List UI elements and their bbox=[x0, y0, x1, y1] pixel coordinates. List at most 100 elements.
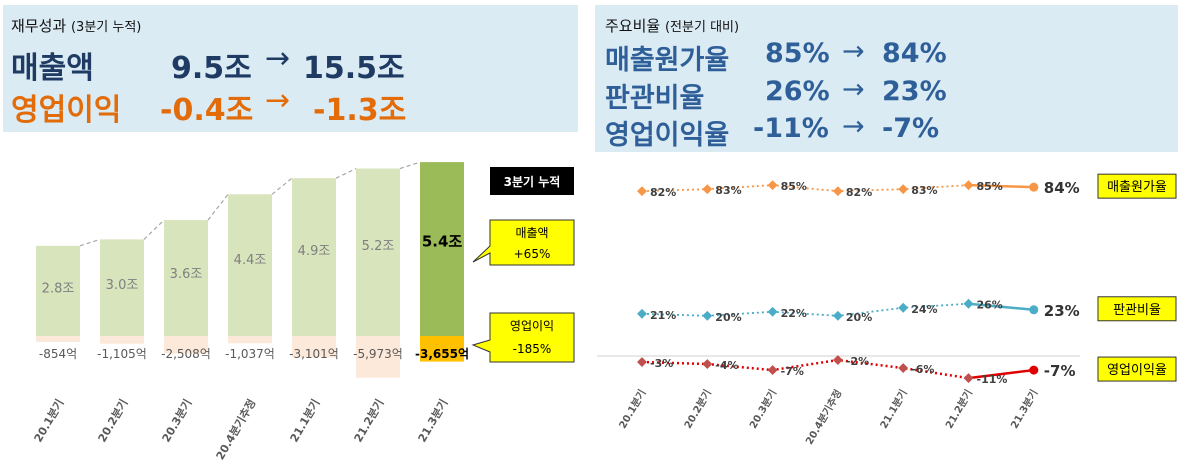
revenue-bar-label: 2.8조 bbox=[42, 281, 75, 296]
op-margin-arrow: → bbox=[842, 111, 865, 142]
cogs-ratio-from: 85% bbox=[765, 38, 830, 69]
data-point bbox=[767, 180, 778, 191]
sga-ratio-from: 26% bbox=[765, 76, 830, 107]
trend-connector bbox=[335, 168, 357, 179]
revenue-bar-label: 3.6조 bbox=[170, 267, 203, 282]
trend-connector bbox=[143, 219, 165, 240]
data-point bbox=[637, 308, 647, 319]
category-label: 21.2분기 bbox=[942, 387, 975, 431]
revenue-bar-label: 3.0조 bbox=[106, 278, 139, 293]
op-income-callout-title: 영업이익 bbox=[510, 319, 554, 333]
data-label: -11% bbox=[977, 373, 1008, 386]
data-point bbox=[637, 186, 647, 197]
data-label: 82% bbox=[846, 186, 872, 199]
category-label: 20.1분기 bbox=[31, 397, 67, 445]
op-income-bar bbox=[356, 336, 400, 378]
op-income-bar-label: -5,973억 bbox=[353, 347, 403, 361]
sga-ratio-to: 23% bbox=[882, 76, 947, 107]
series-line bbox=[641, 184, 969, 193]
series-name-label: 판관비율 bbox=[1113, 303, 1161, 318]
ratio-title-text: 주요비율 bbox=[605, 17, 661, 35]
data-label: 85% bbox=[781, 180, 807, 193]
revenue-bar bbox=[36, 245, 80, 336]
ratio-summary-panel: 주요비율 (전분기 대비) 매출원가율 85% → 84% 판관비율 26% →… bbox=[595, 5, 1178, 152]
category-label: 20.2분기 bbox=[95, 397, 131, 445]
op-income-growth-callout bbox=[471, 312, 575, 363]
category-label: 20.2분기 bbox=[681, 387, 714, 431]
data-point bbox=[702, 184, 713, 195]
data-label: 82% bbox=[650, 186, 676, 199]
revenue-bar bbox=[100, 239, 144, 336]
revenue-bar-label: 5.4조 bbox=[422, 232, 463, 250]
data-point bbox=[963, 298, 974, 309]
revenue-callout-value: +65% bbox=[514, 247, 551, 261]
financial-title-text: 재무성과 bbox=[11, 17, 67, 35]
op-income-label: 영업이익 bbox=[11, 93, 122, 128]
category-label: 21.2분기 bbox=[351, 397, 387, 445]
data-point bbox=[1029, 182, 1039, 192]
op-income-bar bbox=[228, 336, 272, 344]
category-label: 20.1분기 bbox=[616, 387, 649, 431]
op-margin-to: -7% bbox=[882, 113, 940, 144]
data-label: -2% bbox=[846, 355, 869, 368]
op-income-bar-label: -1,105억 bbox=[97, 347, 147, 361]
trend-connector bbox=[207, 193, 229, 221]
data-label: -7% bbox=[1044, 362, 1076, 380]
data-label: -7% bbox=[781, 365, 804, 378]
data-point bbox=[832, 355, 843, 365]
series-line-last-segment bbox=[968, 302, 1034, 312]
data-point bbox=[898, 184, 909, 195]
category-label: 20.4분기추정 bbox=[213, 397, 259, 463]
cogs-ratio-to: 84% bbox=[882, 38, 947, 69]
revenue-bar-label: 4.4조 bbox=[234, 253, 267, 268]
category-label: 20.3분기 bbox=[159, 397, 195, 445]
series-line-last-segment bbox=[968, 368, 1034, 380]
op-income-bar bbox=[164, 336, 208, 354]
op-income-bar-label: -3,101억 bbox=[289, 347, 339, 361]
financial-subtitle-text: (3분기 누적) bbox=[70, 20, 142, 35]
revenue-bar bbox=[420, 162, 464, 336]
data-point bbox=[702, 359, 713, 369]
revenue-bar-label: 5.2조 bbox=[362, 239, 395, 254]
op-income-to: -1.3조 bbox=[313, 93, 407, 128]
data-label: 83% bbox=[911, 184, 937, 197]
op-income-arrow: → bbox=[265, 83, 291, 118]
series-name-callout bbox=[1097, 296, 1177, 322]
revenue-from: 9.5조 bbox=[171, 51, 252, 86]
category-label: 21.3분기 bbox=[1008, 387, 1041, 431]
cogs-ratio-arrow: → bbox=[842, 36, 865, 67]
ratio-summary-title: 주요비율 (전분기 대비) bbox=[605, 15, 739, 36]
revenue-bar bbox=[228, 194, 272, 336]
revenue-arrow: → bbox=[265, 41, 291, 76]
category-label: 21.1분기 bbox=[287, 397, 323, 445]
op-income-bar-label: -3,655억 bbox=[415, 347, 469, 361]
financial-summary-panel: 재무성과 (3분기 누적) 매출액 9.5조 → 15.5조 영업이익 -0.4… bbox=[3, 5, 578, 132]
op-income-bar-label: -1,037억 bbox=[225, 347, 275, 361]
op-income-bar-label: -2,508억 bbox=[161, 347, 211, 361]
revenue-bar bbox=[356, 168, 400, 336]
revenue-to: 15.5조 bbox=[303, 51, 405, 86]
cogs-ratio-label: 매출원가율 bbox=[605, 45, 730, 76]
sga-ratio-arrow: → bbox=[842, 74, 865, 105]
data-label: 84% bbox=[1044, 179, 1080, 197]
series-line bbox=[641, 302, 969, 317]
data-label: 23% bbox=[1044, 302, 1080, 320]
data-point bbox=[767, 306, 778, 317]
cumulative-badge-text: 3분기 누적 bbox=[504, 174, 561, 189]
data-point bbox=[1029, 305, 1039, 315]
data-label: -3% bbox=[650, 357, 673, 370]
op-income-from: -0.4조 bbox=[160, 93, 254, 128]
series-name-label: 매출원가율 bbox=[1107, 180, 1167, 195]
op-margin-label: 영업이익율 bbox=[605, 120, 730, 151]
op-margin-from: -11% bbox=[753, 113, 829, 144]
data-label: 21% bbox=[650, 309, 676, 322]
revenue-callout-title: 매출액 bbox=[515, 226, 548, 240]
data-point bbox=[767, 365, 778, 376]
data-label: 26% bbox=[977, 299, 1003, 312]
op-income-bar bbox=[292, 336, 336, 358]
ratio-subtitle-text: (전분기 대비) bbox=[664, 20, 740, 35]
data-point bbox=[963, 373, 974, 384]
op-income-bar bbox=[36, 336, 80, 342]
data-point bbox=[637, 357, 647, 367]
series-name-callout bbox=[1097, 356, 1177, 382]
